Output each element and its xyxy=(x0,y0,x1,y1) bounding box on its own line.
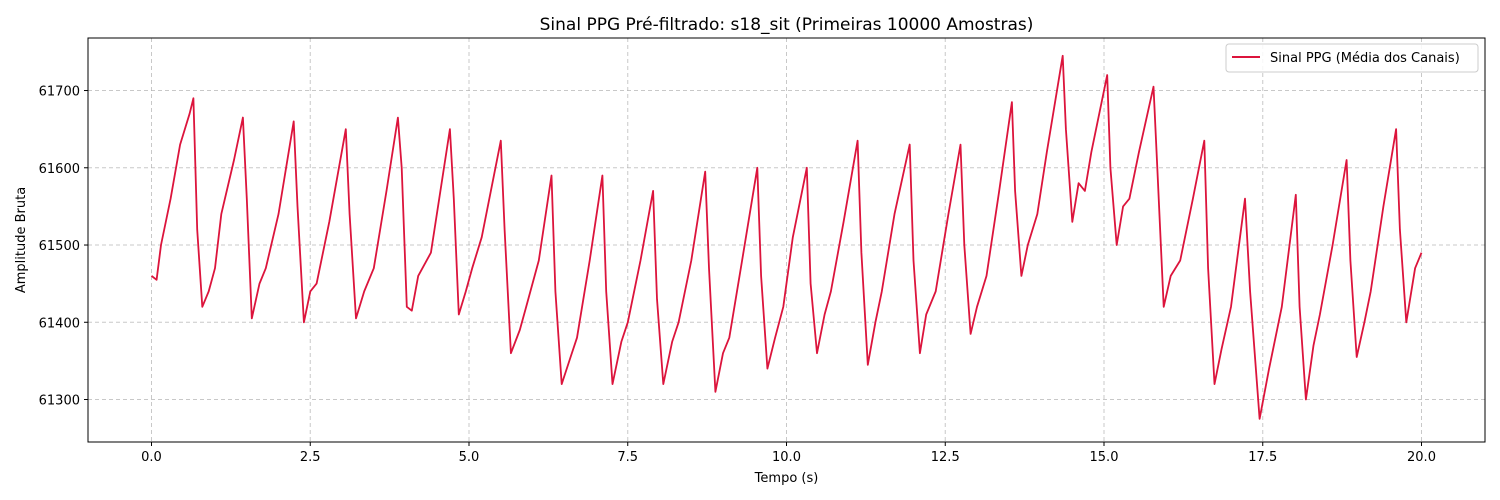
series-line-ppg xyxy=(150,54,1423,420)
y-tick-label: 61700 xyxy=(39,85,80,100)
legend: Sinal PPG (Média dos Canais) xyxy=(1225,43,1479,73)
y-axis-label: Amplitude Bruta xyxy=(14,187,29,293)
x-tick-label: 7.5 xyxy=(617,450,638,465)
plot-frame xyxy=(87,37,1486,443)
y-tick-label: 61600 xyxy=(39,162,80,177)
legend-box xyxy=(1225,43,1479,73)
y-tick-label: 61300 xyxy=(39,394,80,409)
x-tick-label: 10.0 xyxy=(772,450,801,465)
x-axis-label: Tempo (s) xyxy=(754,471,819,486)
y-tick-label: 61500 xyxy=(39,239,80,254)
y-tick-label: 61400 xyxy=(39,316,80,331)
x-axis-ticks: 0.0 2.5 5.0 7.5 10.0 12.5 15.0 17.5 20.0 xyxy=(141,442,1436,465)
series-layer xyxy=(150,54,1423,420)
x-tick-label: 17.5 xyxy=(1248,450,1277,465)
legend-entry-label: Sinal PPG (Média dos Canais) xyxy=(1270,51,1460,66)
y-axis-ticks: 61300 61400 61500 61600 61700 xyxy=(39,85,88,409)
x-tick-label: 12.5 xyxy=(931,450,960,465)
x-tick-label: 5.0 xyxy=(459,450,480,465)
x-tick-label: 20.0 xyxy=(1407,450,1436,465)
x-tick-label: 0.0 xyxy=(141,450,162,465)
chart-title: Sinal PPG Pré-filtrado: s18_sit (Primeir… xyxy=(540,15,1034,35)
x-tick-label: 15.0 xyxy=(1090,450,1119,465)
x-tick-label: 2.5 xyxy=(300,450,321,465)
grid-lines xyxy=(88,38,1485,442)
